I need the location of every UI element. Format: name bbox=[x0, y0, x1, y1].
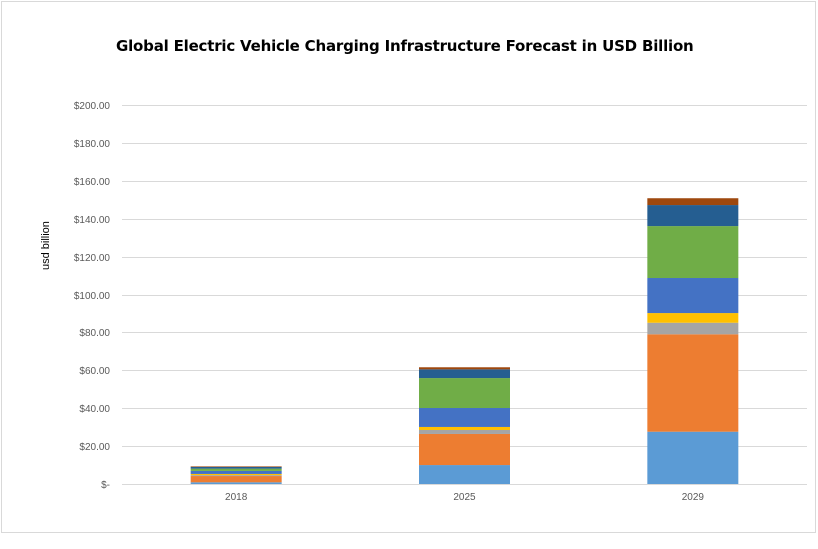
y-tick-label: $80.00 bbox=[79, 328, 110, 339]
bar-segment bbox=[190, 468, 282, 471]
y-tick-label: $140.00 bbox=[74, 215, 111, 226]
bar-segment bbox=[647, 431, 739, 484]
bar-segment bbox=[419, 426, 510, 430]
x-axis-ticks: 2018 2025 2029 bbox=[225, 492, 704, 503]
bar-segment bbox=[190, 475, 282, 477]
bar-segment bbox=[647, 198, 739, 206]
bar-segment bbox=[647, 278, 739, 314]
bar-segment bbox=[190, 482, 282, 484]
x-tick-label: 2018 bbox=[225, 492, 248, 503]
y-tick-label: $160.00 bbox=[74, 177, 111, 188]
bar-segment bbox=[419, 429, 510, 434]
y-tick-label: $40.00 bbox=[79, 404, 110, 415]
bar-segment bbox=[419, 433, 510, 466]
y-tick-label: $120.00 bbox=[74, 253, 111, 264]
y-axis-ticks: $- $20.00 $40.00 $60.00 $80.00 $100.00 $120.00… bbox=[74, 101, 111, 491]
bar-segment bbox=[190, 470, 282, 474]
bars bbox=[190, 198, 739, 484]
y-tick-label: $100.00 bbox=[74, 291, 111, 302]
x-tick-label: 2025 bbox=[453, 492, 476, 503]
bar-segment bbox=[190, 466, 282, 467]
y-tick-label: $180.00 bbox=[74, 139, 111, 150]
bar-segment bbox=[419, 367, 510, 370]
bar-segment bbox=[190, 473, 282, 476]
bar-segment bbox=[647, 313, 739, 323]
chart-title: Global Electric Vehicle Charging Infrast… bbox=[116, 37, 694, 55]
y-tick-label: $60.00 bbox=[79, 366, 110, 377]
bar-segment bbox=[419, 465, 510, 484]
x-tick-label: 2029 bbox=[682, 492, 705, 503]
bar-segment bbox=[419, 408, 510, 427]
bar-segment bbox=[647, 226, 739, 279]
bar-segment bbox=[190, 476, 282, 483]
bar-segment bbox=[419, 369, 510, 379]
bar-segment bbox=[190, 466, 282, 469]
bar-segment bbox=[647, 205, 739, 227]
y-tick-label: $- bbox=[101, 480, 110, 491]
bar-segment bbox=[419, 378, 510, 409]
bar-segment bbox=[647, 322, 739, 335]
bar-segment bbox=[647, 334, 739, 432]
y-tick-label: $200.00 bbox=[74, 101, 111, 112]
y-tick-label: $20.00 bbox=[79, 442, 110, 453]
